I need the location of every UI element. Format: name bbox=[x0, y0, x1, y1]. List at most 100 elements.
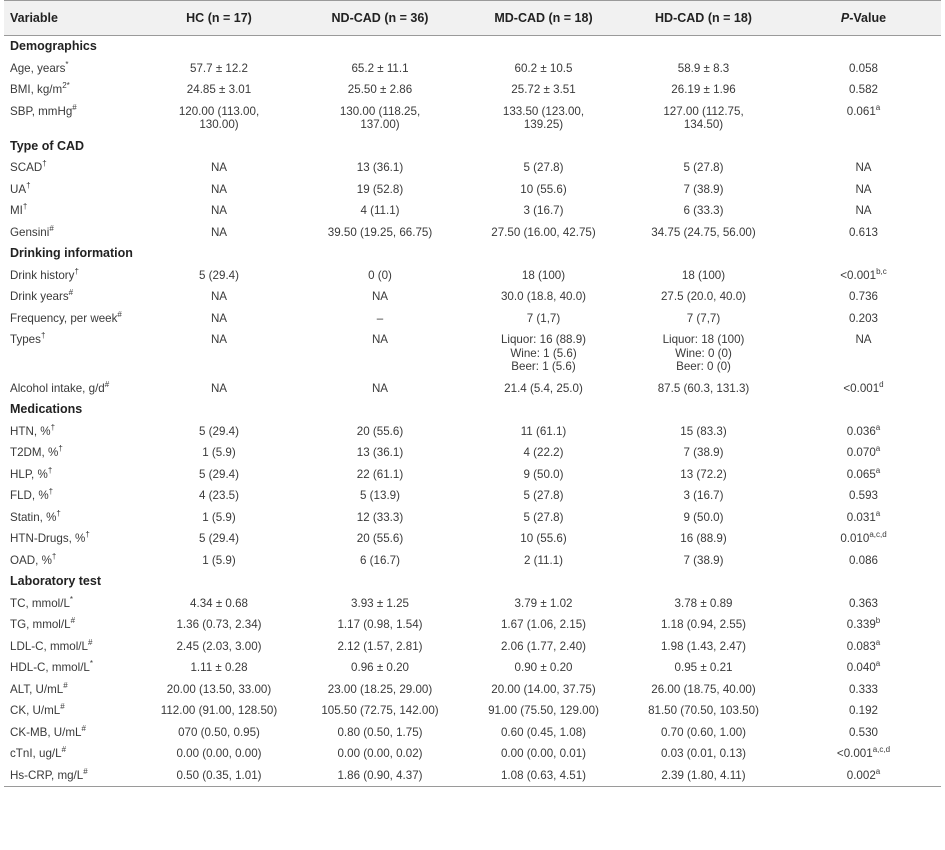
cell-md: 10 (55.6) bbox=[520, 182, 567, 196]
cell-hc: 1 (5.9) bbox=[202, 446, 236, 459]
cell-hc: NA bbox=[210, 182, 228, 196]
cell-hd: 26.00 (18.75, 40.00) bbox=[651, 682, 756, 696]
cell-p-value: 0.070a bbox=[786, 442, 941, 464]
p-value-text: 0.333 bbox=[848, 682, 878, 696]
row-label: FLD, %† bbox=[4, 485, 144, 507]
p-value-text: 0.582 bbox=[848, 83, 878, 96]
cell-hd: 18 (100) bbox=[681, 268, 726, 282]
cell-hc: 1 (5.9) bbox=[202, 510, 236, 524]
cell-md: 18 (100) bbox=[521, 268, 566, 282]
p-value-text: 0.031 bbox=[846, 510, 876, 524]
baseline-characteristics-table: Variable HC (n = 17) ND-CAD (n = 36) MD-… bbox=[4, 0, 941, 787]
cell-hc: 1.36 (0.73, 2.34) bbox=[176, 618, 262, 631]
cell-hd: 26.19 ± 1.96 bbox=[671, 83, 736, 96]
table-row: FLD, %† 4 (23.5) 5 (13.9) 5 (27.8) 3 (16.7) 0… bbox=[4, 485, 941, 507]
cell-nd: NA bbox=[371, 381, 389, 395]
row-label-text: LDL-C, mmol/L bbox=[10, 639, 88, 653]
table-row: CK, U/mL# 112.00 (91.00, 128.50) 105.50 (7… bbox=[4, 700, 941, 722]
cell-hd: 9 (50.0) bbox=[683, 510, 724, 524]
header-hd-cad: HD-CAD (n = 18) bbox=[621, 0, 786, 36]
row-label-text: Hs-CRP, mg/L bbox=[10, 768, 84, 782]
cell-md: 2 (11.1) bbox=[523, 553, 564, 567]
cell-nd: 39.50 (19.25, 66.75) bbox=[327, 225, 433, 239]
table-row: HTN-Drugs, %† 5 (29.4) 20 (55.6) 10 (55.6) 1… bbox=[4, 528, 941, 550]
cell-p-value: <0.001b,c bbox=[786, 265, 941, 287]
row-label: Statin, %† bbox=[4, 507, 144, 529]
row-label-text: SCAD bbox=[10, 161, 43, 174]
p-value-footnote-mark: a bbox=[875, 102, 881, 112]
row-label-text: Frequency, per week bbox=[10, 311, 118, 325]
table-row: Frequency, per week# NA – 7 (1,7) 7 (7,7) 0.2… bbox=[4, 308, 941, 330]
row-label-text: Types bbox=[10, 333, 41, 346]
label-footnote-mark: # bbox=[83, 766, 88, 776]
section-row: Demographics bbox=[4, 36, 941, 58]
cell-hd: 81.50 (70.50, 103.50) bbox=[648, 704, 759, 717]
cell-nd: NA bbox=[371, 333, 389, 346]
table-row: ALT, U/mL# 20.00 (13.50, 33.00) 23.00 (18.… bbox=[4, 679, 941, 701]
table-row: MI† NA 4 (11.1) 3 (16.7) 6 (33.3) NA bbox=[4, 200, 941, 222]
header-hc: HC (n = 17) bbox=[144, 0, 294, 36]
p-value-text: 0.036 bbox=[846, 424, 876, 438]
label-footnote-mark: † bbox=[85, 530, 90, 540]
cell-md: 27.50 (16.00, 42.75) bbox=[491, 225, 596, 239]
cell-nd: 2.12 (1.57, 2.81) bbox=[337, 639, 423, 653]
cell-nd: 0.00 (0.00, 0.02) bbox=[337, 747, 423, 760]
cell-nd: 13 (36.1) bbox=[356, 446, 404, 459]
cell-p-value: NA bbox=[786, 157, 941, 179]
cell-hd: 3.78 ± 0.89 bbox=[674, 596, 733, 610]
label-footnote-mark: * bbox=[66, 81, 70, 91]
cell-md: 4 (22.2) bbox=[523, 446, 564, 459]
label-exponent: 2 bbox=[62, 81, 67, 91]
row-label: T2DM, %† bbox=[4, 442, 144, 464]
cell-p-value: 0.582 bbox=[786, 79, 941, 101]
row-label: SBP, mmHg# bbox=[4, 101, 144, 136]
cell-md: 21.4 (5.4, 25.0) bbox=[504, 381, 583, 395]
section-title: Type of CAD bbox=[10, 138, 85, 153]
table-row: BMI, kg/m2* 24.85 ± 3.01 25.50 ± 2.86 25.72… bbox=[4, 79, 941, 101]
cell-hd: 7 (38.9) bbox=[683, 553, 724, 567]
row-label: TC, mmol/L* bbox=[4, 593, 144, 615]
p-value-text: 0.363 bbox=[848, 596, 878, 610]
cell-nd: 13 (36.1) bbox=[356, 161, 404, 174]
header-hc-n: (n = 17) bbox=[207, 11, 252, 25]
cell-hc: 57.7 ± 12.2 bbox=[190, 61, 248, 75]
cell-md: Liquor: 16 (88.9) Wine: 1 (5.6) Beer: 1 … bbox=[500, 333, 587, 373]
cell-nd: 0 (0) bbox=[368, 268, 392, 282]
cell-md: 60.2 ± 10.5 bbox=[514, 61, 573, 75]
cell-hd: 1.98 (1.43, 2.47) bbox=[660, 639, 747, 653]
cell-nd: 6 (16.7) bbox=[360, 553, 400, 567]
label-footnote-mark: † bbox=[50, 422, 56, 432]
row-label: CK, U/mL# bbox=[4, 700, 144, 722]
label-footnote-mark: * bbox=[65, 59, 69, 69]
table-row: UA† NA 19 (52.8) 10 (55.6) 7 (38.9) NA bbox=[4, 179, 941, 201]
table-row: Types† NA NA Liquor: 16 (88.9) Wine: 1 (5.6… bbox=[4, 329, 941, 378]
header-variable: Variable bbox=[4, 0, 144, 36]
cell-md: 10 (55.6) bbox=[520, 532, 567, 545]
cell-nd: 3.93 ± 1.25 bbox=[351, 596, 409, 610]
cell-md: 7 (1,7) bbox=[526, 311, 561, 325]
p-value-text: 0.070 bbox=[846, 446, 876, 459]
label-footnote-mark: † bbox=[51, 551, 57, 561]
cell-nd: 4 (11.1) bbox=[360, 204, 400, 217]
table-row: HLP, %† 5 (29.4) 22 (61.1) 9 (50.0) 13 (72.2… bbox=[4, 464, 941, 486]
cell-hc: NA bbox=[210, 204, 228, 217]
row-label-text: MI bbox=[10, 204, 23, 217]
cell-md: 3.79 ± 1.02 bbox=[514, 596, 573, 610]
row-label: Alcohol intake, g/d# bbox=[4, 378, 144, 400]
row-label: TG, mmol/L# bbox=[4, 614, 144, 636]
cell-hc: 4 (23.5) bbox=[199, 489, 239, 502]
table-row: Alcohol intake, g/d# NA NA 21.4 (5.4, 25.0)… bbox=[4, 378, 941, 400]
row-label: HLP, %† bbox=[4, 464, 144, 486]
cell-md: 11 (61.1) bbox=[520, 424, 567, 438]
cell-hd: 7 (7,7) bbox=[686, 311, 721, 325]
cell-nd: 5 (13.9) bbox=[360, 489, 400, 502]
p-value-text: NA bbox=[855, 161, 872, 174]
cell-md: 5 (27.8) bbox=[523, 510, 564, 524]
p-value-footnote-mark: d bbox=[879, 379, 884, 389]
cell-p-value: 0.061a bbox=[786, 101, 941, 136]
cell-p-value: 0.058 bbox=[786, 58, 941, 80]
table-row: HDL-C, mmol/L* 1.11 ± 0.28 0.96 ± 0.20 0.90… bbox=[4, 657, 941, 679]
cell-hc: 2.45 (2.03, 3.00) bbox=[176, 639, 262, 653]
p-value-footnote-mark: a bbox=[875, 637, 881, 647]
section-row: Medications bbox=[4, 399, 941, 421]
